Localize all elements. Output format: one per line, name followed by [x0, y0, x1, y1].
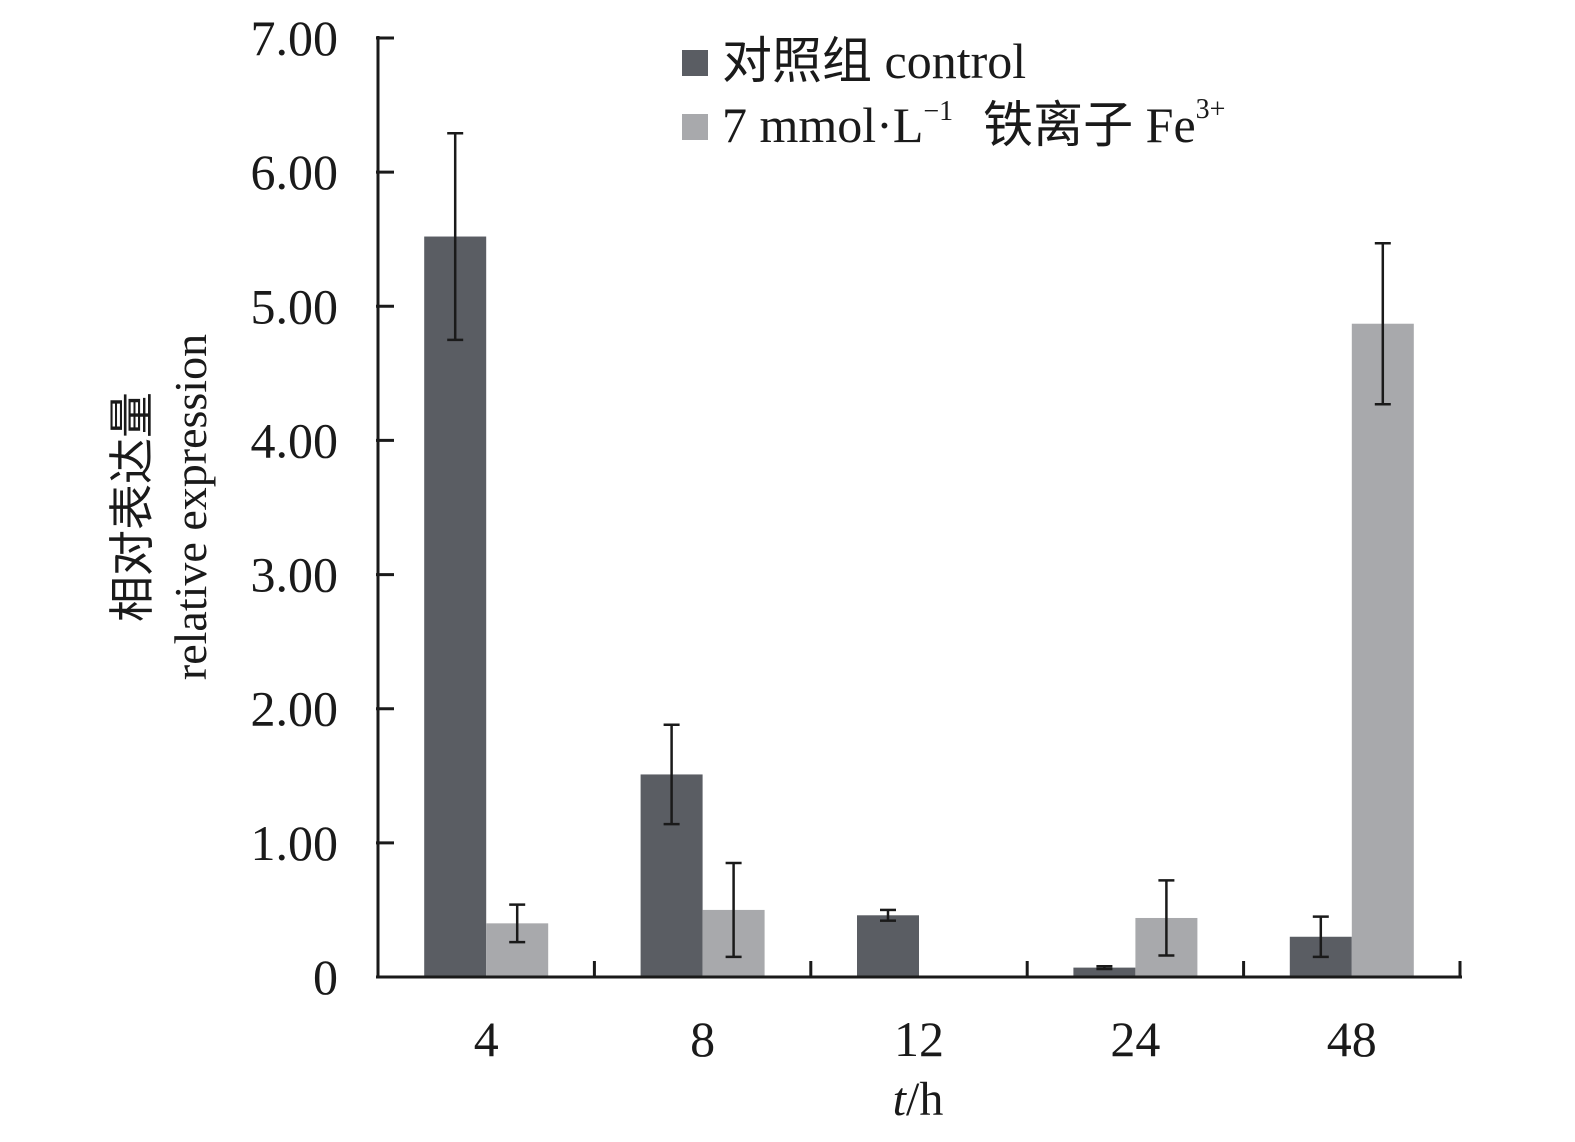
legend-label-iron-main: 7 mmol·L: [722, 97, 923, 153]
y-tick-label: 4.00: [251, 412, 339, 468]
legend-label-iron-cn: 铁离子 Fe: [983, 97, 1196, 153]
x-axis-title: t/h: [893, 1073, 944, 1126]
y-tick-label: 3.00: [251, 547, 339, 603]
x-axis-title-var: t: [893, 1073, 908, 1126]
y-tick-label: 0: [313, 949, 338, 1005]
x-tick-label: 8: [690, 1011, 715, 1067]
error-bars-layer: [447, 131, 1391, 971]
legend-swatch-iron: [682, 114, 708, 140]
y-ticks: 0 1.00 2.00 3.00 4.00 5.00 6.00 7.00: [251, 10, 394, 1005]
legend-swatch-control: [682, 50, 708, 76]
x-tick-label: 4: [474, 1011, 499, 1067]
y-tick-label: 2.00: [251, 681, 339, 737]
bars-layer: [424, 236, 1414, 978]
y-tick-label: 1.00: [251, 815, 339, 871]
y-tick-label: 7.00: [251, 10, 339, 66]
x-ticks: 4 8 12 24 48: [474, 961, 1462, 1067]
x-tick-label: 48: [1327, 1011, 1377, 1067]
legend-label-iron-sup: −1: [923, 96, 953, 127]
y-tick-label: 5.00: [251, 278, 339, 334]
legend: 对照组 control 7 mmol·L−1 铁离子 Fe3+: [682, 33, 1225, 153]
y-axis-title-cn: 相对表达量: [107, 392, 158, 622]
bar: [1073, 967, 1136, 977]
x-tick-label: 24: [1110, 1011, 1160, 1067]
axes-layer: [376, 36, 1462, 979]
x-tick-label: 12: [894, 1011, 944, 1067]
legend-label-iron-sup2: 3+: [1196, 94, 1226, 125]
legend-label-iron: 7 mmol·L−1 铁离子 Fe3+: [722, 94, 1225, 153]
bar: [857, 915, 919, 977]
legend-label-control: 对照组 control: [722, 33, 1026, 89]
y-tick-label: 6.00: [251, 144, 339, 200]
y-axis-title-en: relative expression: [165, 334, 216, 680]
bar: [424, 236, 487, 977]
bar: [1351, 323, 1414, 978]
y-axis-title: 相对表达量 relative expression: [107, 334, 216, 680]
x-axis-title-unit: /h: [906, 1073, 943, 1126]
